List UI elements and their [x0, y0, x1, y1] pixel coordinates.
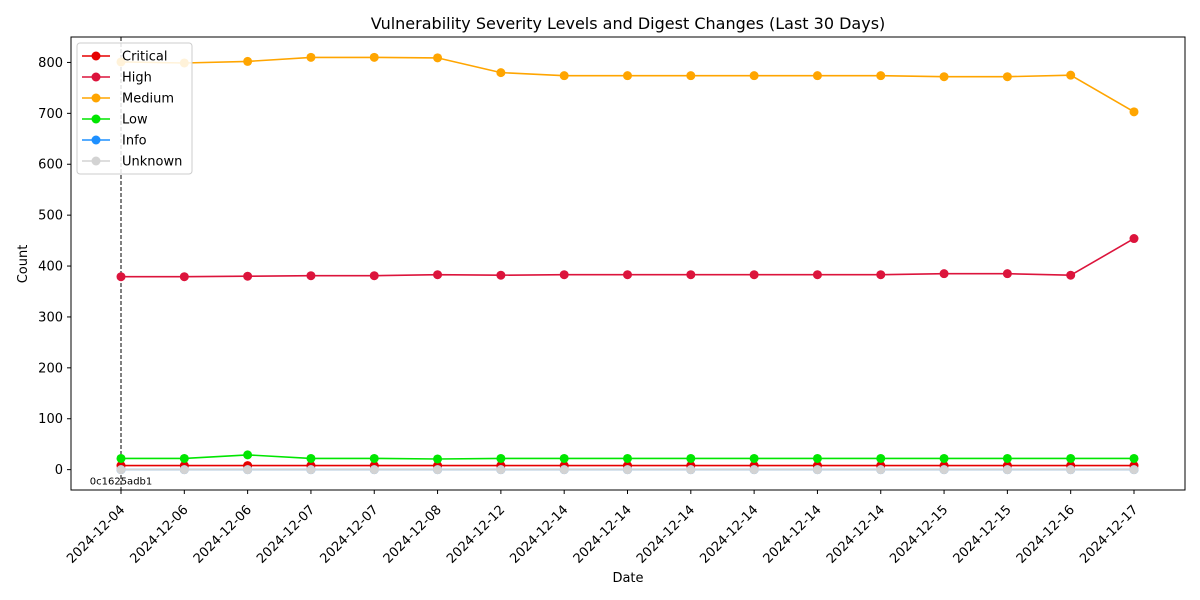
x-axis-label: Date [612, 571, 643, 586]
data-point-low [369, 453, 379, 463]
data-point-high [876, 270, 886, 280]
data-point-low [749, 453, 759, 463]
data-point-medium [1129, 107, 1139, 117]
data-point-medium [939, 72, 949, 82]
data-point-low [1066, 453, 1076, 463]
data-point-high [496, 270, 506, 280]
data-point-unknown [433, 465, 443, 475]
legend-label-high: High [122, 71, 152, 86]
data-point-unknown [369, 465, 379, 475]
data-point-low [686, 453, 696, 463]
data-point-high [1129, 234, 1139, 244]
data-point-unknown [939, 465, 949, 475]
data-point-unknown [496, 465, 506, 475]
data-point-medium [876, 71, 886, 81]
data-point-unknown [812, 465, 822, 475]
legend-label-info: Info [122, 134, 147, 149]
data-point-high [1002, 269, 1012, 279]
data-point-medium [1002, 72, 1012, 82]
data-point-high [559, 270, 569, 280]
data-point-medium [243, 56, 253, 66]
data-point-low [116, 453, 126, 463]
data-point-low [559, 453, 569, 463]
y-tick-label: 400 [38, 260, 63, 275]
legend-marker-medium [91, 93, 101, 103]
data-point-unknown [179, 465, 189, 475]
data-point-unknown [876, 465, 886, 475]
y-tick-label: 700 [38, 107, 63, 122]
data-point-low [496, 453, 506, 463]
data-point-low [1129, 453, 1139, 463]
data-point-unknown [559, 465, 569, 475]
legend-marker-low [91, 114, 101, 124]
data-point-high [433, 270, 443, 280]
data-point-low [939, 453, 949, 463]
legend-label-unknown: Unknown [122, 155, 182, 170]
legend-marker-unknown [91, 156, 101, 166]
plot-frame [70, 36, 1186, 491]
data-point-low [623, 453, 632, 463]
data-point-high [1066, 270, 1076, 280]
data-point-low [243, 450, 253, 460]
data-point-high [686, 270, 696, 280]
data-point-low [812, 453, 822, 463]
data-point-unknown [686, 465, 696, 475]
data-point-unknown [1129, 465, 1139, 475]
data-point-high [369, 271, 379, 281]
data-point-low [179, 453, 189, 463]
data-point-medium [623, 71, 632, 81]
chart-title: Vulnerability Severity Levels and Digest… [371, 14, 886, 33]
y-tick-label: 800 [38, 56, 63, 71]
y-axis-label: Count [16, 245, 31, 284]
data-point-unknown [1002, 465, 1012, 475]
data-point-medium [1066, 70, 1076, 80]
data-point-unknown [116, 465, 126, 475]
data-point-medium [749, 71, 759, 81]
data-point-unknown [1066, 465, 1076, 475]
data-point-high [623, 270, 632, 280]
data-point-medium [812, 71, 822, 81]
data-point-high [749, 270, 759, 280]
data-point-unknown [243, 465, 253, 475]
legend-label-low: Low [122, 113, 148, 128]
y-tick-label: 500 [38, 209, 63, 224]
data-point-medium [369, 52, 379, 62]
data-point-high [939, 269, 949, 279]
data-point-medium [686, 71, 696, 81]
data-point-medium [559, 71, 569, 81]
data-point-unknown [623, 465, 632, 475]
data-point-low [433, 454, 443, 464]
legend-label-medium: Medium [122, 92, 174, 107]
legend-box [76, 42, 193, 175]
data-point-unknown [749, 465, 759, 475]
y-tick-label: 0 [55, 463, 63, 478]
legend-marker-critical [91, 51, 101, 61]
data-point-high [812, 270, 822, 280]
data-point-high [179, 272, 189, 282]
legend-marker-high [91, 72, 101, 82]
legend-marker-info [91, 135, 101, 145]
y-tick-label: 100 [38, 412, 63, 427]
y-tick-label: 300 [38, 310, 63, 325]
data-point-medium [433, 53, 443, 63]
data-point-low [1002, 453, 1012, 463]
data-point-medium [496, 68, 506, 78]
y-tick-label: 600 [38, 158, 63, 173]
data-point-high [243, 271, 253, 281]
data-point-unknown [306, 465, 316, 475]
data-point-low [876, 453, 886, 463]
data-point-high [306, 271, 316, 281]
digest-change-label: 0c1625adb1 [90, 477, 153, 488]
data-point-low [306, 453, 316, 463]
legend-label-critical: Critical [122, 50, 167, 65]
data-point-medium [306, 52, 316, 62]
y-tick-label: 200 [38, 361, 63, 376]
data-point-high [116, 272, 126, 282]
